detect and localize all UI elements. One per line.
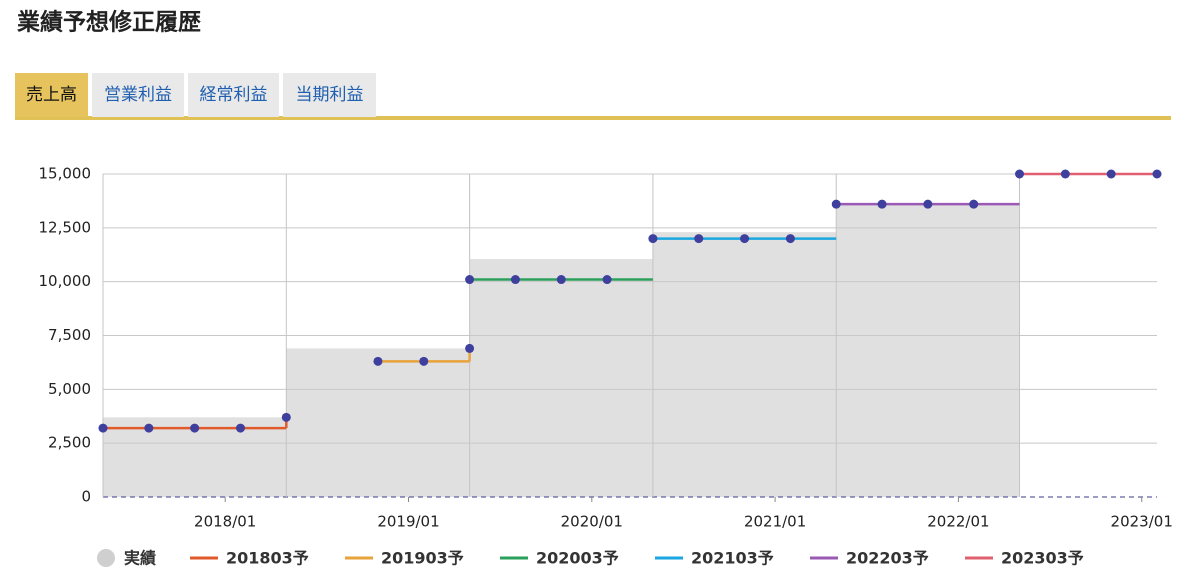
page-title: 業績予想修正履歴 [16, 9, 201, 36]
forecast-point [419, 356, 429, 366]
tab[interactable] [188, 73, 279, 117]
forecast-point [235, 423, 245, 433]
forecast-point [1015, 169, 1025, 179]
forecast-point [510, 275, 520, 285]
x-tick-label: 2021/01 [744, 513, 806, 531]
tab[interactable] [92, 73, 184, 117]
x-tick-label: 2023/01 [1111, 513, 1173, 531]
forecast-point [602, 275, 612, 285]
y-tick-label: 7,500 [48, 326, 91, 344]
actual-bar [652, 232, 837, 497]
x-tick-label: 2019/01 [377, 513, 439, 531]
forecast-point [785, 234, 795, 244]
forecast-point [923, 199, 933, 209]
forecast-point [831, 199, 841, 209]
forecast-point [98, 423, 108, 433]
legend-label[interactable]: 202203予 [846, 549, 929, 568]
forecast-point [1106, 169, 1116, 179]
y-tick-label: 5,000 [48, 380, 91, 398]
forecast-point [1152, 169, 1162, 179]
forecast-point [281, 412, 291, 422]
forecast-point [1060, 169, 1070, 179]
forecast-point [648, 234, 658, 244]
tab-label[interactable]: 当期利益 [296, 85, 364, 105]
x-tick-label: 2020/01 [561, 513, 623, 531]
tab-label[interactable]: 経常利益 [200, 85, 268, 105]
forecast-point [373, 356, 383, 366]
y-tick-label: 2,500 [48, 434, 91, 452]
forecast-point [740, 234, 750, 244]
forecast-point [465, 343, 475, 353]
tab-label[interactable]: 売上高 [26, 85, 77, 105]
legend-label[interactable]: 201803予 [226, 549, 309, 568]
x-tick-label: 2018/01 [194, 513, 256, 531]
legend-label[interactable]: 201903予 [381, 549, 464, 568]
x-tick-label: 2022/01 [927, 513, 989, 531]
tab-underline [15, 116, 1171, 120]
forecast-point [694, 234, 704, 244]
forecast-point [190, 423, 200, 433]
actual-bar [286, 348, 470, 497]
forecast-point [877, 199, 887, 209]
actual-bar [836, 203, 1020, 497]
tab[interactable] [283, 73, 376, 117]
y-tick-label: 15,000 [39, 165, 92, 183]
legend-label[interactable]: 202003予 [536, 549, 619, 568]
y-tick-label: 12,500 [39, 218, 92, 236]
y-tick-label: 10,000 [39, 272, 92, 290]
actual-bar [469, 259, 653, 497]
legend-label[interactable]: 202103予 [691, 549, 774, 568]
y-tick-label: 0 [81, 488, 91, 506]
forecast-point [465, 275, 475, 285]
forecast-point [556, 275, 566, 285]
legend-swatch[interactable] [97, 549, 115, 567]
legend-label[interactable]: 202303予 [1001, 549, 1084, 568]
legend-label[interactable]: 実績 [124, 549, 156, 568]
tab-label[interactable]: 営業利益 [104, 85, 172, 105]
forecast-point [144, 423, 154, 433]
forecast-point [969, 199, 979, 209]
tab[interactable] [15, 73, 88, 117]
